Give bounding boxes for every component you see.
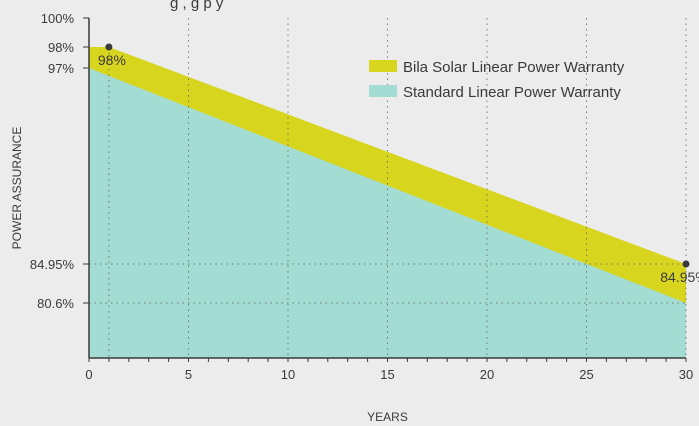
legend-swatch <box>369 85 397 97</box>
chart-title-fragment: g , g p y <box>170 0 224 12</box>
y-tick-label: 80.6% <box>37 296 74 311</box>
grid-layer <box>89 18 687 358</box>
x-tick-label: 5 <box>185 367 192 382</box>
ticks-layer: 0 5 10 15 20 25 30 100% 98% 97% 84.95% 80.6% <box>30 11 693 382</box>
x-tick-label: 30 <box>679 367 693 382</box>
data-point-label: 84.95% <box>660 269 699 285</box>
legend-label: Standard Linear Power Warranty <box>403 84 621 101</box>
legend-layer: Bila Solar Linear Power Warranty Standard… <box>369 59 625 101</box>
legend-label: Bila Solar Linear Power Warranty <box>403 59 625 76</box>
area-layer <box>89 47 686 358</box>
x-tick-label: 20 <box>480 367 494 382</box>
x-tick-label: 25 <box>579 367 593 382</box>
data-point-marker <box>682 260 690 268</box>
points-layer: 98% 84.95% <box>98 43 699 285</box>
y-tick-label: 97% <box>48 61 74 76</box>
data-point-marker <box>105 43 113 51</box>
y-axis-title: POWER ASSURANCE <box>10 127 24 250</box>
title-layer: g , g p y <box>170 0 224 12</box>
x-tick-label: 0 <box>85 367 92 382</box>
y-tick-label: 98% <box>48 40 74 55</box>
x-tick-label: 15 <box>380 367 394 382</box>
x-tick-label: 10 <box>281 367 295 382</box>
standard-warranty-area <box>89 68 686 358</box>
data-point-label: 98% <box>98 52 126 68</box>
x-axis-title: YEARS <box>367 410 408 424</box>
y-tick-label: 100% <box>41 11 75 26</box>
legend-swatch <box>369 60 397 72</box>
y-tick-label: 84.95% <box>30 257 75 272</box>
